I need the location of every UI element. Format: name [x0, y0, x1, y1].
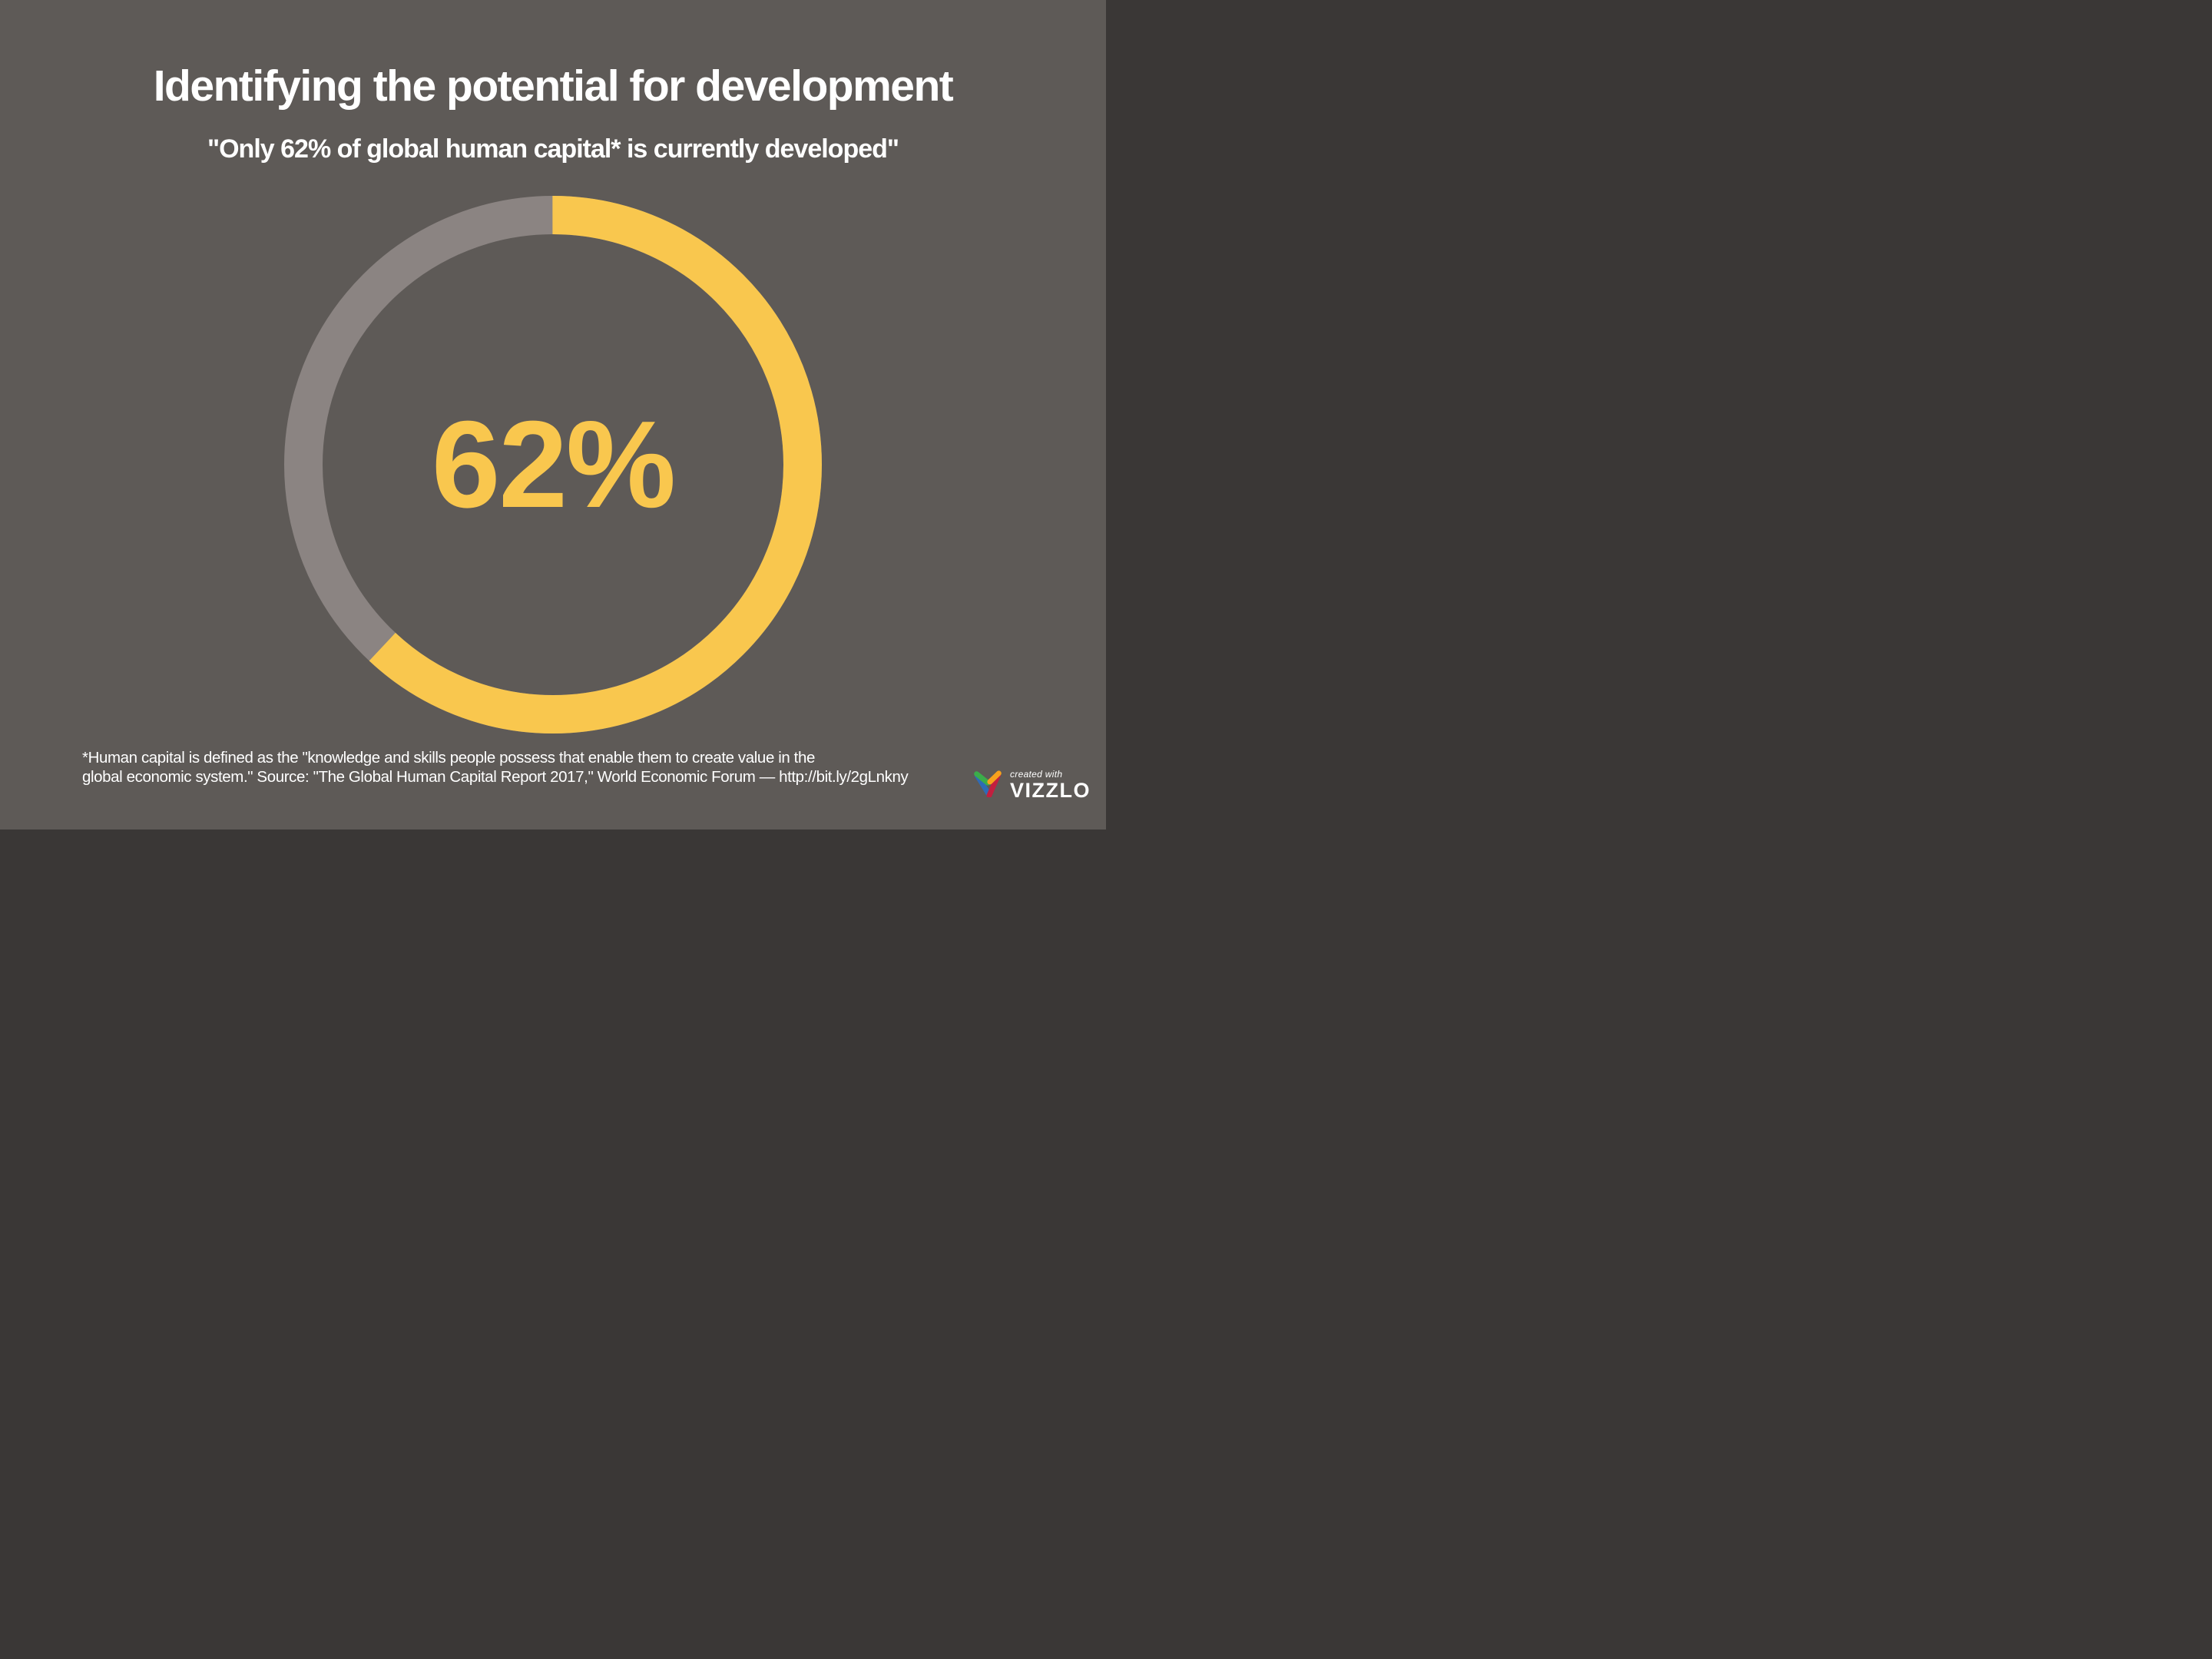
mark-stroke-green: [974, 771, 991, 786]
footnote: *Human capital is defined as the "knowle…: [82, 749, 909, 786]
vizzlo-logo-text: created with VIZZLO: [1010, 770, 1091, 801]
page-title: Identifying the potential for developmen…: [153, 61, 954, 111]
footnote-line-2: global economic system." Source: "The Gl…: [82, 767, 909, 786]
footnote-line-1: *Human capital is defined as the "knowle…: [82, 749, 815, 767]
donut-value-arc: [284, 196, 822, 733]
page-subtitle: "Only 62% of global human capital* is cu…: [207, 134, 899, 164]
vizzlo-watermark: created with VIZZLO: [972, 770, 1091, 801]
vizzlo-wordmark: VIZZLO: [1010, 779, 1091, 802]
created-with-label: created with: [1010, 769, 1063, 780]
mark-stroke-orange: [987, 770, 1002, 785]
donut-chart-svg: [284, 196, 822, 733]
vizzlo-logo-icon: [972, 770, 1003, 797]
donut-chart: 62%: [284, 196, 822, 733]
vizzlo-v-mark-icon: [974, 770, 1002, 797]
infographic-canvas: Identifying the potential for developmen…: [0, 0, 1106, 830]
